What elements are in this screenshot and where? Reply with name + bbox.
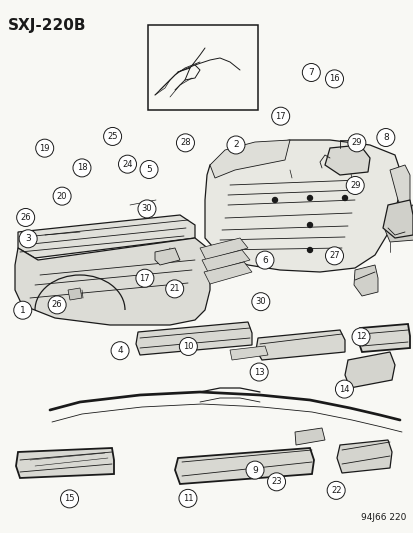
Text: 14: 14 <box>338 385 349 393</box>
Polygon shape <box>389 165 409 215</box>
Circle shape <box>176 134 194 152</box>
Circle shape <box>48 296 66 314</box>
Polygon shape <box>15 238 209 325</box>
Polygon shape <box>255 330 344 360</box>
Text: 22: 22 <box>330 486 341 495</box>
Text: 29: 29 <box>349 181 360 190</box>
Circle shape <box>111 342 129 360</box>
Polygon shape <box>384 205 413 242</box>
Text: SXJ-220B: SXJ-220B <box>8 18 86 33</box>
Text: 18: 18 <box>76 164 87 172</box>
Circle shape <box>135 269 154 287</box>
Circle shape <box>271 107 289 125</box>
Circle shape <box>140 160 158 179</box>
Circle shape <box>342 196 347 200</box>
Polygon shape <box>175 448 313 484</box>
Circle shape <box>245 461 263 479</box>
Circle shape <box>376 128 394 147</box>
Text: 6: 6 <box>261 256 267 264</box>
Text: 30: 30 <box>255 297 266 306</box>
Polygon shape <box>204 262 252 284</box>
Text: 27: 27 <box>328 252 339 260</box>
Polygon shape <box>357 324 409 352</box>
Circle shape <box>307 222 312 228</box>
Circle shape <box>307 247 312 253</box>
Text: 17: 17 <box>275 112 285 120</box>
Circle shape <box>345 176 363 195</box>
Text: 23: 23 <box>271 478 281 486</box>
Circle shape <box>326 481 344 499</box>
Text: 25: 25 <box>107 132 118 141</box>
Circle shape <box>178 489 197 507</box>
Text: 24: 24 <box>122 160 133 168</box>
Circle shape <box>249 363 268 381</box>
Circle shape <box>347 134 365 152</box>
Polygon shape <box>154 248 180 265</box>
Polygon shape <box>344 352 394 388</box>
Polygon shape <box>336 440 391 473</box>
Text: 11: 11 <box>182 494 193 503</box>
Circle shape <box>272 198 277 203</box>
Text: 8: 8 <box>382 133 388 142</box>
Text: 19: 19 <box>39 144 50 152</box>
Text: 12: 12 <box>355 333 366 341</box>
Circle shape <box>53 187 71 205</box>
Circle shape <box>351 328 369 346</box>
Circle shape <box>267 473 285 491</box>
Polygon shape <box>230 346 267 360</box>
Circle shape <box>165 280 183 298</box>
Text: 4: 4 <box>117 346 123 355</box>
Circle shape <box>138 200 156 218</box>
Text: 15: 15 <box>64 495 75 503</box>
Polygon shape <box>16 448 114 478</box>
Circle shape <box>179 337 197 356</box>
Circle shape <box>73 159 91 177</box>
Circle shape <box>19 230 37 248</box>
Bar <box>147 25 257 110</box>
Polygon shape <box>68 288 82 300</box>
Polygon shape <box>382 200 412 238</box>
Text: 26: 26 <box>52 301 62 309</box>
Polygon shape <box>202 250 249 272</box>
Circle shape <box>36 139 54 157</box>
Circle shape <box>255 251 273 269</box>
Text: 94J66 220: 94J66 220 <box>360 513 405 522</box>
Text: 7: 7 <box>308 68 313 77</box>
Text: 10: 10 <box>183 342 193 351</box>
Text: 9: 9 <box>252 466 257 474</box>
Circle shape <box>103 127 121 146</box>
Circle shape <box>14 301 32 319</box>
Polygon shape <box>136 322 252 355</box>
Text: 16: 16 <box>328 75 339 83</box>
Circle shape <box>325 70 343 88</box>
Polygon shape <box>294 428 324 445</box>
Text: 21: 21 <box>169 285 180 293</box>
Polygon shape <box>209 140 289 178</box>
Polygon shape <box>18 215 195 258</box>
Text: 13: 13 <box>253 368 264 376</box>
Circle shape <box>301 63 320 82</box>
Polygon shape <box>324 145 369 175</box>
Text: 29: 29 <box>351 139 361 147</box>
Polygon shape <box>353 265 377 296</box>
Text: 3: 3 <box>25 235 31 243</box>
Polygon shape <box>199 238 247 260</box>
Text: 1: 1 <box>20 306 26 314</box>
Text: 17: 17 <box>139 274 150 282</box>
Polygon shape <box>204 140 399 272</box>
Text: 5: 5 <box>146 165 152 174</box>
Circle shape <box>226 136 244 154</box>
Text: 2: 2 <box>233 141 238 149</box>
Text: 20: 20 <box>57 192 67 200</box>
Circle shape <box>60 490 78 508</box>
Circle shape <box>17 208 35 227</box>
Text: 26: 26 <box>20 213 31 222</box>
Circle shape <box>307 196 312 200</box>
Circle shape <box>118 155 136 173</box>
Circle shape <box>325 247 343 265</box>
Circle shape <box>251 293 269 311</box>
Text: 28: 28 <box>180 139 190 147</box>
Text: 30: 30 <box>141 205 152 213</box>
Circle shape <box>335 380 353 398</box>
